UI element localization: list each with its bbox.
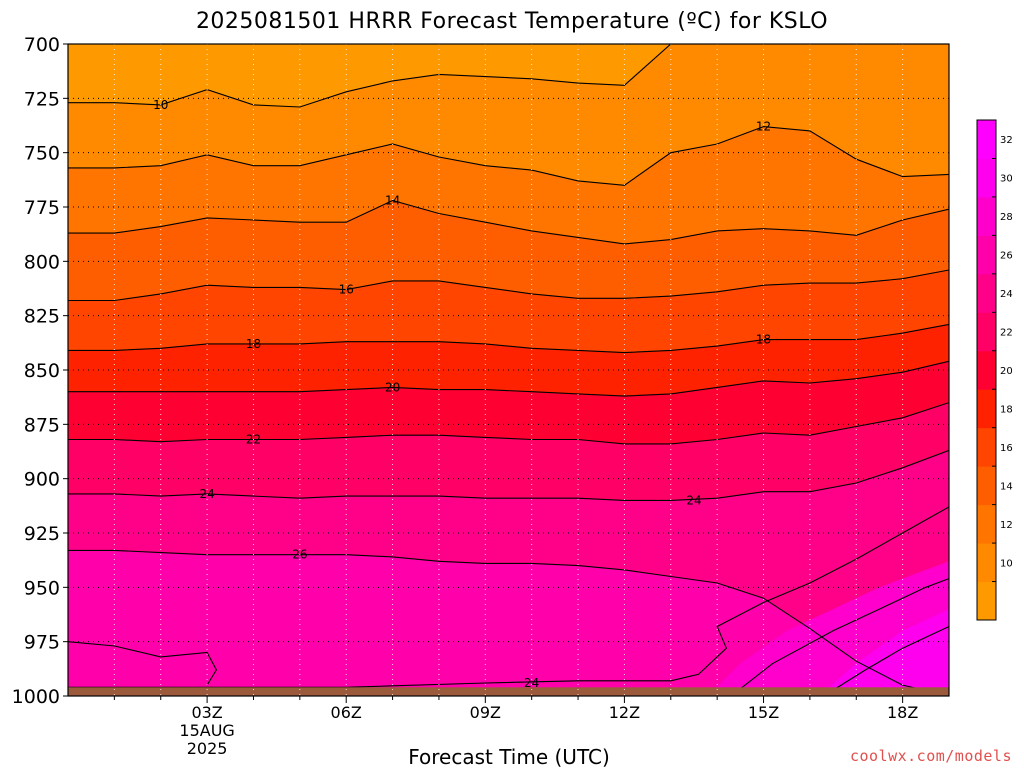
colorbar-label: 30 — [1000, 174, 1013, 185]
colorbar-label: 32 — [1000, 135, 1013, 146]
y-tick-label: 950 — [24, 577, 60, 599]
x-tick-label: 12Z — [609, 703, 640, 722]
ground-strip — [68, 687, 949, 696]
contour-line — [68, 199, 949, 245]
plot-area: 10 12 14 16 18 18 20 22 24 24 26 24 — [67, 43, 950, 697]
colorbar-swatch — [977, 504, 996, 544]
colorbar-frame — [976, 119, 997, 621]
y-axis: 700 725 750 775 800 825 850 875 900 925 950 975 1000 — [12, 34, 68, 708]
contour-line — [68, 449, 949, 501]
colorbar-swatch — [977, 235, 996, 275]
contour-label: 26 — [292, 548, 307, 562]
fill-band — [68, 641, 217, 686]
contour-label: 16 — [339, 283, 354, 297]
contour-line — [68, 360, 949, 397]
colorbar-label: 12 — [1000, 520, 1013, 531]
y-tick-label: 775 — [24, 197, 60, 219]
colorbar-swatch — [977, 543, 996, 583]
contour-line — [68, 269, 949, 302]
y-tick-label: 700 — [24, 34, 60, 56]
contour-line — [68, 402, 949, 445]
contour-line — [68, 323, 949, 354]
y-tick-label: 750 — [24, 143, 60, 165]
contour-line — [68, 44, 949, 108]
y-tick-label: 800 — [24, 251, 60, 273]
x-tick-label: 06Z — [331, 703, 362, 722]
contour-label: 24 — [199, 487, 214, 501]
contour-label: 24 — [686, 493, 701, 507]
colorbar-swatch — [977, 389, 996, 429]
colorbar-label: 24 — [1000, 289, 1013, 300]
y-tick-label: 850 — [24, 360, 60, 382]
contour-label: 22 — [246, 433, 261, 447]
colorbar-swatch — [977, 273, 996, 313]
colorbar-swatch — [977, 581, 996, 621]
contour-line — [823, 626, 949, 696]
y-tick-label: 825 — [24, 306, 60, 328]
x-tick-label: 09Z — [470, 703, 501, 722]
colorbar-swatch — [977, 120, 996, 159]
contour-fill-layer: 10 12 14 16 18 18 20 22 24 24 26 24 — [68, 44, 949, 696]
colorbar-label: 20 — [1000, 366, 1013, 377]
y-tick-label: 975 — [24, 632, 60, 654]
credit-text: coolwx.com/models — [850, 747, 1012, 765]
y-tick-label: 1000 — [12, 686, 60, 708]
colorbar-label: 18 — [1000, 404, 1013, 415]
contour-line — [68, 641, 218, 686]
fill-band — [819, 609, 949, 696]
colorbar-swatch — [977, 466, 996, 506]
x-tick-label: 03Z — [191, 703, 222, 722]
contour-label: 20 — [385, 380, 400, 394]
contour-label: 14 — [385, 193, 400, 207]
x-tick-label: 18Z — [887, 703, 918, 722]
y-tick-label: 925 — [24, 523, 60, 545]
colorbar-label: 28 — [1000, 212, 1013, 223]
colorbar-swatch — [977, 158, 996, 198]
chart-title: 2025081501 HRRR Forecast Temperature (ºC… — [196, 9, 828, 34]
x-tick-sublabel: 15AUG — [179, 721, 234, 740]
colorbar-label: 22 — [1000, 328, 1013, 339]
y-tick-label: 900 — [24, 469, 60, 491]
contour-label: 10 — [153, 98, 168, 112]
colorbar-swatch — [977, 196, 996, 236]
colorbar-swatch — [977, 427, 996, 467]
colorbar-label: 14 — [1000, 481, 1013, 492]
x-tick-sublabel: 2025 — [187, 739, 228, 758]
colorbar-swatch — [977, 350, 996, 390]
colorbar-label: 10 — [1000, 558, 1013, 569]
y-tick-label: 725 — [24, 88, 60, 110]
contour-label: 24 — [524, 676, 539, 690]
colorbar-label: 26 — [1000, 251, 1013, 262]
contour-line — [68, 549, 949, 696]
contour-label: 18 — [246, 337, 261, 351]
contour-label: 12 — [756, 120, 771, 134]
contour-line — [68, 506, 949, 688]
contour-label: 18 — [756, 333, 771, 347]
colorbar-swatch — [977, 312, 996, 352]
y-tick-label: 875 — [24, 414, 60, 436]
x-axis-label: Forecast Time (UTC) — [408, 745, 610, 768]
x-tick-label: 15Z — [748, 703, 779, 722]
colorbar-label: 16 — [1000, 443, 1013, 454]
contour-line — [68, 126, 949, 186]
colorbar: 10 12 14 16 18 20 22 24 26 28 30 32 — [976, 119, 1013, 621]
